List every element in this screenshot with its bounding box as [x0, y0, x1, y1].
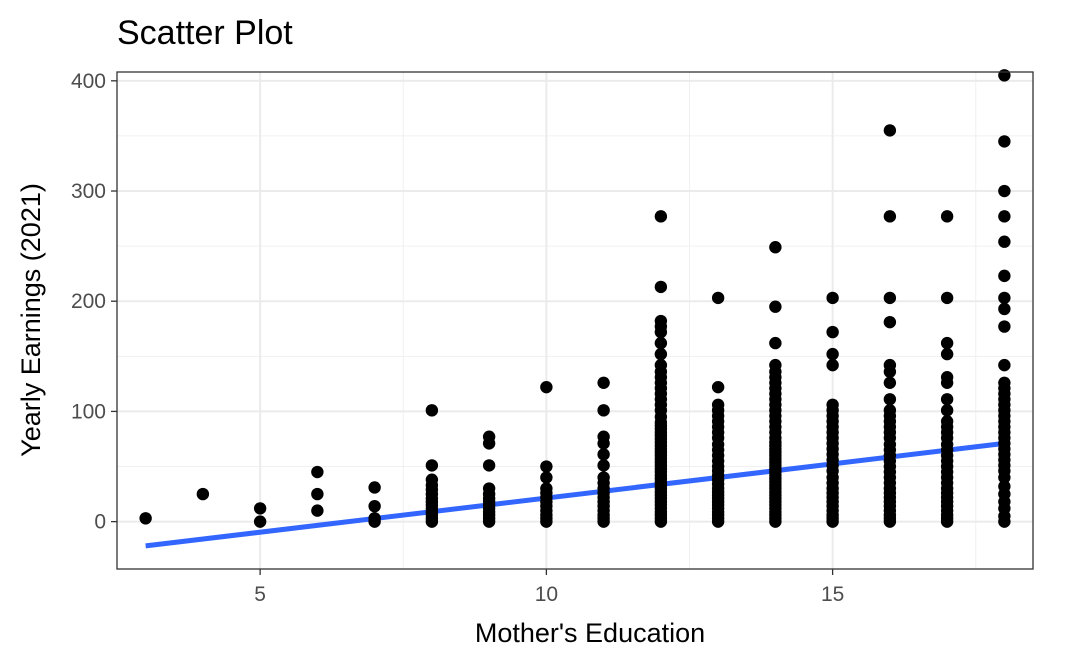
- y-tick-label: 400: [71, 70, 106, 93]
- y-tick-label: 300: [71, 180, 106, 203]
- x-tick-label: 15: [821, 583, 844, 606]
- scatter-point: [597, 404, 610, 417]
- scatter-point: [998, 135, 1011, 148]
- scatter-point: [711, 398, 725, 412]
- scatter-point: [597, 376, 610, 389]
- scatter-point: [769, 358, 782, 372]
- scatter-point: [883, 210, 897, 223]
- scatter-point: [998, 320, 1011, 333]
- scatter-point: [368, 499, 381, 513]
- y-axis-ticks: 0 100 200 300 400: [71, 70, 117, 534]
- scatter-point: [998, 210, 1011, 223]
- scatter-points: [139, 69, 1011, 528]
- scatter-point: [826, 358, 839, 372]
- scatter-point: [368, 481, 381, 494]
- scatter-point: [253, 502, 267, 515]
- scatter-point: [883, 315, 897, 329]
- scatter-point: [597, 459, 610, 472]
- y-tick-label: 200: [71, 290, 106, 313]
- y-tick-label: 100: [71, 400, 106, 423]
- scatter-point: [597, 430, 610, 443]
- scatter-point: [826, 347, 839, 361]
- scatter-point: [998, 302, 1011, 316]
- scatter-point: [368, 512, 381, 525]
- scatter-point: [654, 358, 668, 372]
- chart-title: Scatter Plot: [117, 14, 293, 52]
- scatter-point: [654, 314, 668, 328]
- scatter-point: [540, 471, 553, 484]
- scatter-point: [196, 487, 210, 501]
- scatter-point: [769, 336, 782, 350]
- scatter-point: [940, 210, 954, 223]
- scatter-point: [998, 480, 1011, 493]
- scatter-point: [826, 291, 839, 305]
- scatter-point: [482, 459, 496, 472]
- scatter-point: [253, 515, 267, 528]
- scatter-point: [769, 241, 782, 254]
- scatter-point: [769, 300, 782, 313]
- scatter-point: [883, 393, 897, 406]
- scatter-point: [311, 465, 324, 479]
- scatter-point: [711, 380, 725, 394]
- scatter-point: [425, 473, 439, 486]
- scatter-point: [998, 235, 1011, 248]
- x-tick-label: 5: [254, 583, 266, 606]
- scatter-point: [998, 358, 1011, 372]
- scatter-point: [311, 504, 324, 517]
- scatter-point: [597, 471, 610, 484]
- scatter-point: [940, 404, 954, 417]
- scatter-point: [883, 404, 897, 417]
- x-tick-label: 10: [535, 583, 558, 606]
- scatter-point: [998, 269, 1011, 283]
- scatter-point: [311, 487, 324, 501]
- scatter-point: [711, 291, 725, 305]
- scatter-point: [425, 404, 439, 417]
- scatter-point: [540, 380, 553, 394]
- scatter-point: [826, 325, 839, 339]
- fit-line-layer: [145, 440, 1005, 549]
- scatter-point: [998, 184, 1011, 198]
- scatter-point: [998, 69, 1011, 82]
- scatter-point: [425, 459, 439, 472]
- scatter-point: [940, 393, 954, 406]
- scatter-point: [540, 482, 553, 495]
- scatter-point: [998, 291, 1011, 305]
- x-axis-ticks: 5 10 15: [254, 569, 844, 606]
- x-axis-title: Mother's Education: [475, 618, 705, 648]
- plot-panel-border: [116, 71, 1034, 570]
- scatter-point: [482, 482, 496, 495]
- scatter-point: [883, 376, 897, 389]
- scatter-point: [940, 371, 954, 384]
- scatter-point: [883, 124, 897, 137]
- scatter-point: [654, 280, 668, 294]
- scatter-point: [940, 336, 954, 350]
- scatter-point: [883, 358, 897, 372]
- scatter-point: [883, 291, 897, 305]
- scatter-point: [998, 376, 1011, 389]
- scatter-point: [139, 512, 152, 525]
- minor-gridlines: [117, 72, 1033, 569]
- y-tick-label: 0: [94, 511, 106, 534]
- scatter-point: [654, 347, 668, 361]
- scatter-point: [940, 415, 954, 428]
- y-axis-title: Yearly Earnings (2021): [16, 183, 46, 457]
- scatter-point: [540, 460, 553, 473]
- scatter-point: [654, 336, 668, 350]
- scatter-point: [654, 210, 668, 223]
- scatter-point: [826, 398, 839, 412]
- scatter-point: [940, 347, 954, 361]
- regression-line: [145, 440, 1005, 549]
- scatter-point: [482, 430, 496, 443]
- scatter-point: [597, 448, 610, 461]
- scatter-point: [940, 291, 954, 305]
